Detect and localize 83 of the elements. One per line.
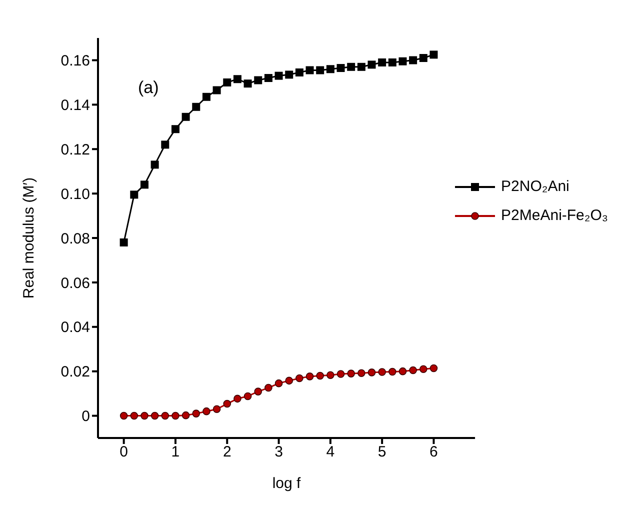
y-tick-label: 0.14 [60,96,90,114]
point [202,92,210,101]
point [244,392,252,400]
point [347,62,356,71]
x-tick-label: 2 [222,444,232,461]
point [316,66,324,74]
point [182,112,190,121]
point [244,80,252,88]
point [388,58,396,66]
point [295,68,304,76]
point [212,86,221,94]
y-tick-label: 0.04 [60,319,90,336]
point [296,374,304,382]
point [182,411,190,420]
y-axis-title: Real modulus (M′) [20,177,38,299]
point [357,62,366,71]
point [161,140,170,149]
point [172,412,180,420]
point [378,58,386,66]
point [409,56,418,64]
point [347,370,355,378]
y-tick-label: 0.10 [60,186,90,203]
point [419,54,428,62]
point [398,367,407,376]
x-tick-label: 3 [274,444,283,461]
point [430,50,438,59]
point [378,368,386,376]
point [336,64,345,72]
point [202,407,210,416]
y-tick-label: 0.08 [60,230,90,248]
point [430,364,438,372]
point [388,368,396,376]
point [150,412,159,420]
point [274,72,283,80]
point [234,394,242,403]
legend-label: P2NO₂Ani [501,178,570,195]
point [398,57,407,66]
point [223,400,232,408]
point [140,412,148,420]
point [212,405,221,414]
x-axis-title: log f [272,475,302,492]
x-tick-label: 1 [171,444,180,461]
point [419,365,428,374]
point [316,372,324,380]
point [171,125,180,134]
point [130,412,138,420]
point [368,60,376,69]
point [192,102,200,111]
point [264,74,272,82]
point [223,78,232,86]
point [285,70,294,79]
point [306,372,314,380]
point [306,66,314,74]
point [336,370,345,378]
legend-label: P2MeAni-Fe₂O₃ [501,207,608,224]
y-tick-label: 0.06 [60,274,90,292]
point [120,238,128,246]
point [326,371,334,380]
y-tick-label: 0 [82,408,90,426]
point [326,65,334,74]
x-tick-label: 6 [430,444,438,461]
point [254,76,262,84]
point [140,180,148,189]
x-tick-label: 5 [378,444,386,461]
point [130,190,138,199]
point [120,412,128,420]
y-tick-label: 0.02 [60,364,90,381]
annotation: (a) [138,78,159,97]
point [233,75,242,84]
point [192,410,200,418]
point [150,160,159,169]
point [409,366,417,374]
y-tick-label: 0.12 [60,141,90,158]
x-tick-label: 4 [326,444,335,461]
point [358,369,366,378]
y-tick-label: 0.16 [60,52,90,70]
point [264,384,272,392]
point [161,412,170,420]
point [285,376,293,385]
point [274,379,283,388]
point [254,388,262,396]
point [368,368,376,376]
x-tick-label: 0 [120,444,128,461]
